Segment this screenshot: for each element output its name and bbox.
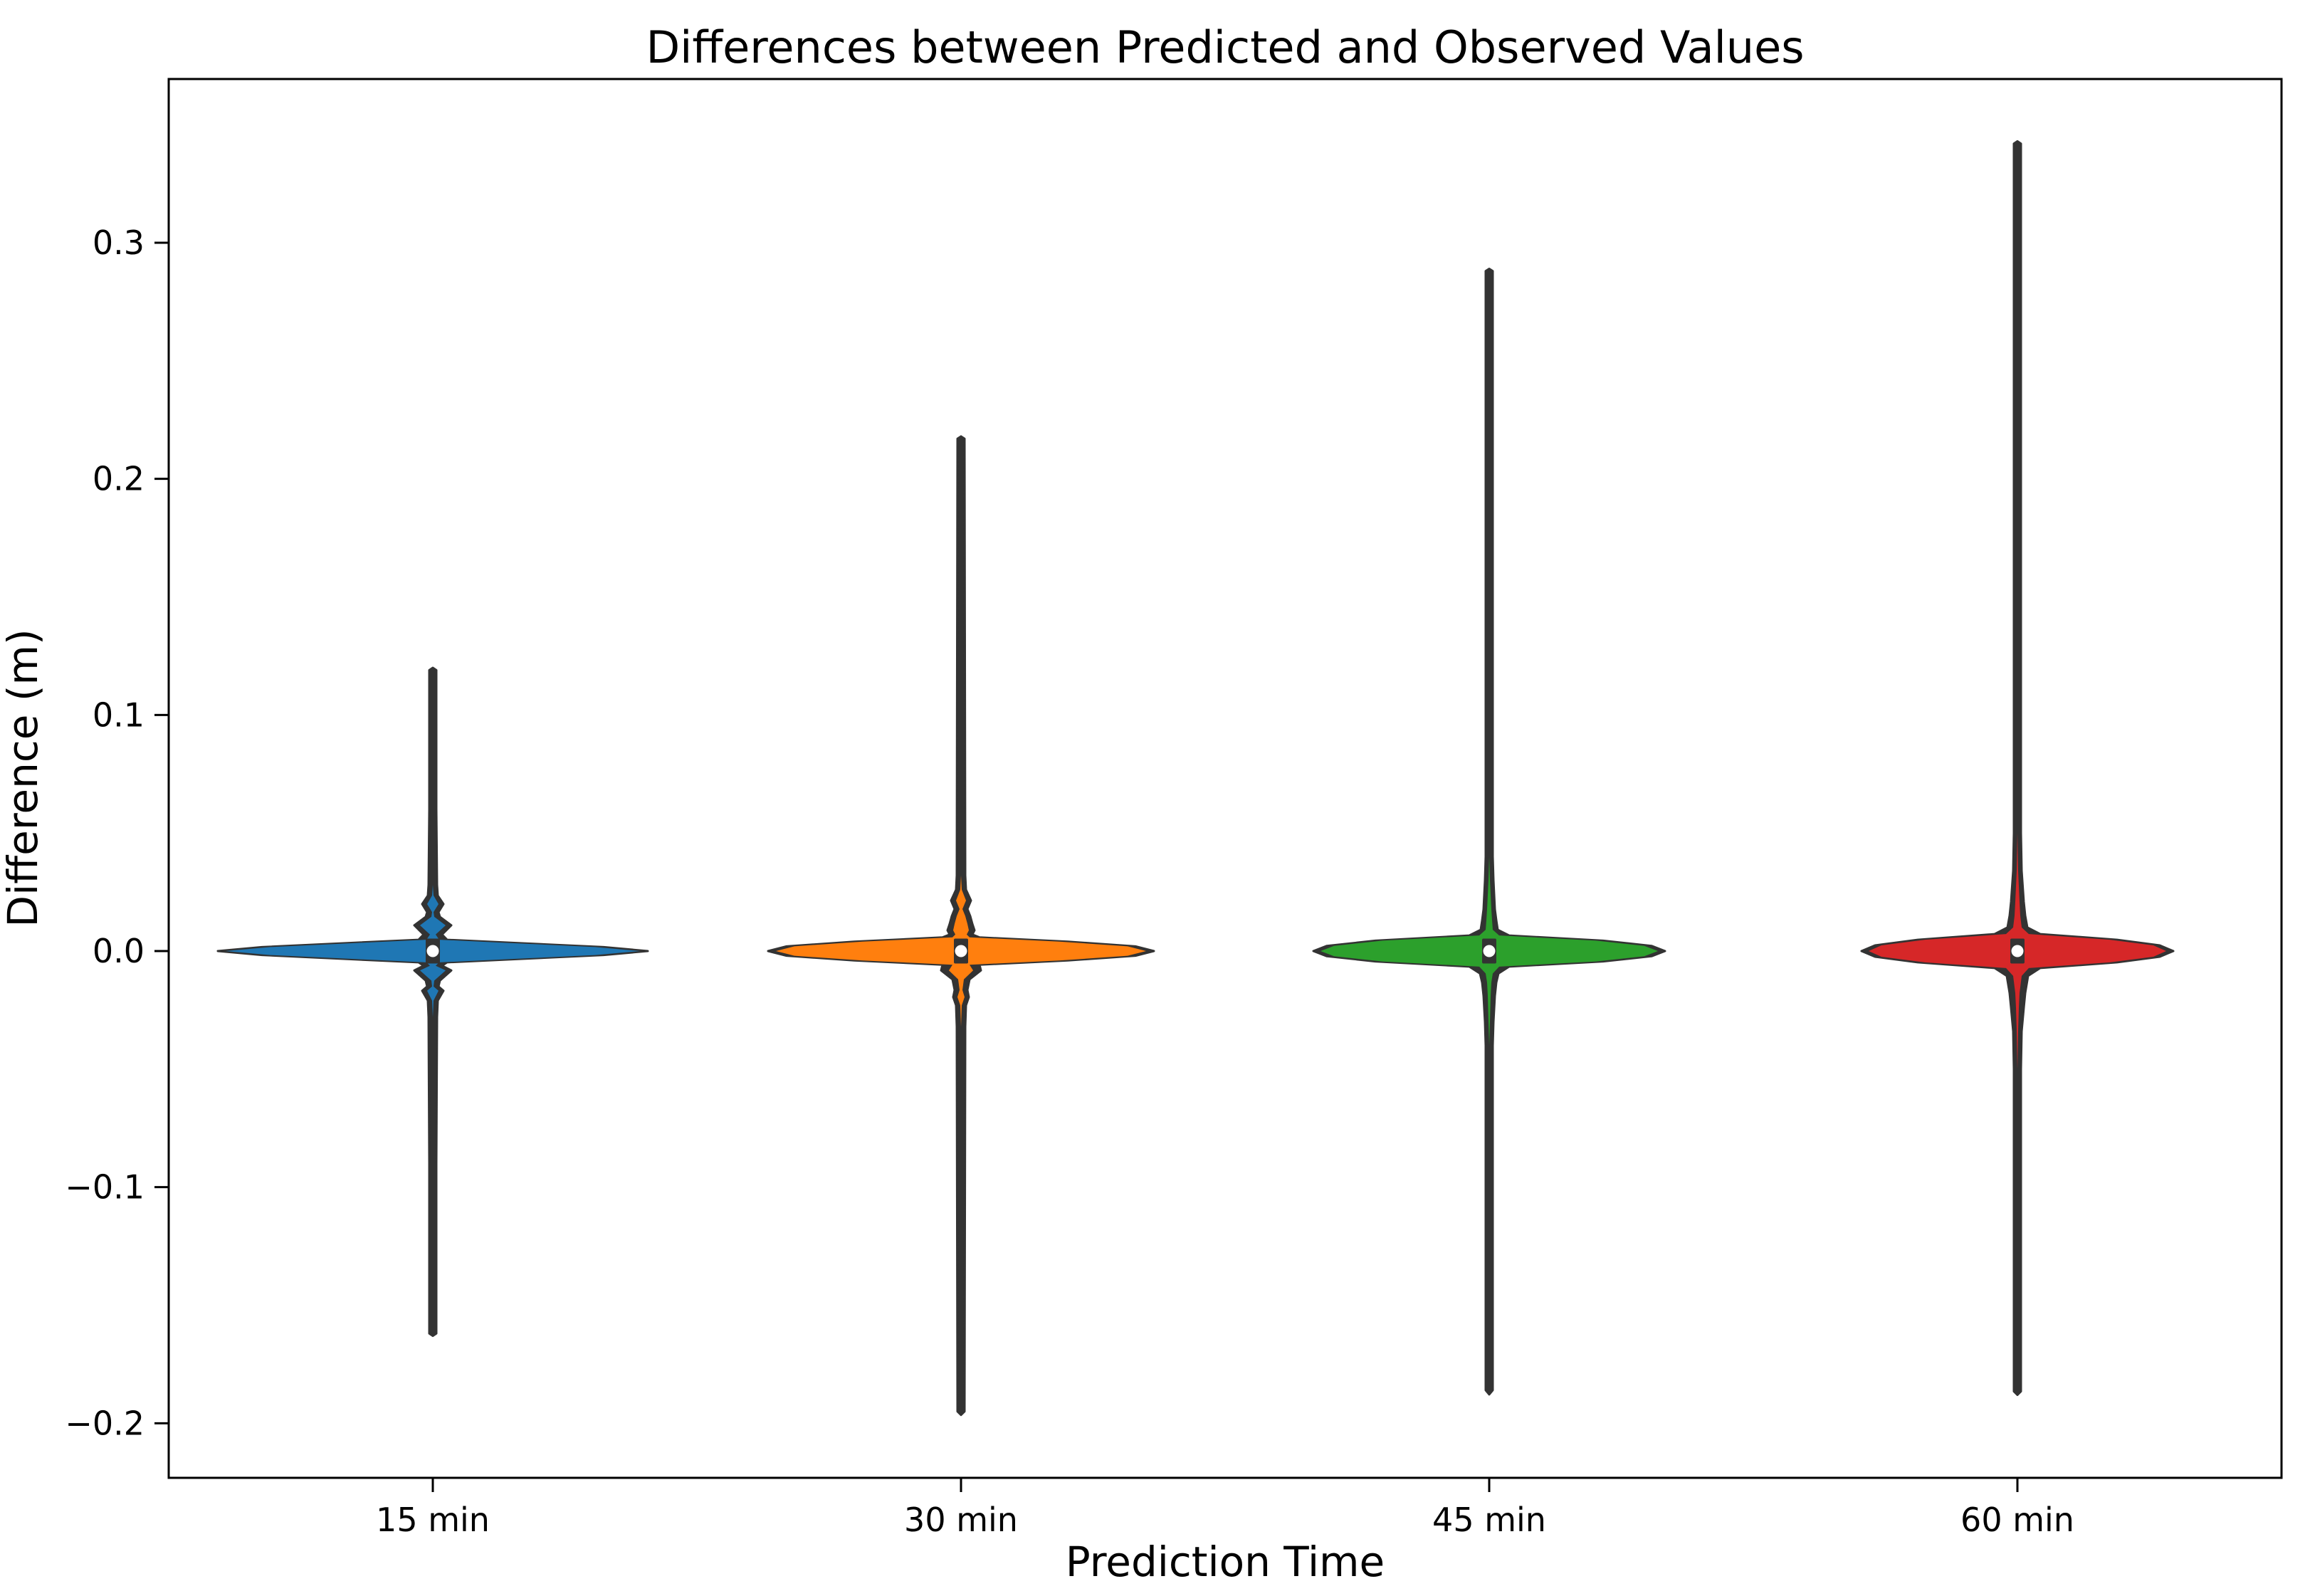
y-tick-label-−0.2: −0.2: [65, 1404, 145, 1442]
violin-45-min-outline: [1312, 267, 1666, 1396]
violin-30-min-fill: [776, 436, 1146, 1415]
axes-frame: [167, 78, 2283, 1479]
violin-15-min-median-dot: [426, 945, 439, 957]
violin-15-min: [216, 666, 649, 1338]
violin-45-min-median-dot: [1483, 945, 1496, 957]
y-tick-label-0.0: 0.0: [93, 932, 145, 970]
y-tick-label-0.2: 0.2: [93, 460, 145, 498]
violin-45-min: [1312, 267, 1666, 1396]
violin-30-min: [767, 435, 1155, 1417]
chart-title: Differences between Predicted and Observ…: [646, 21, 1804, 73]
violin-30-min-median-dot: [955, 945, 967, 957]
violin-60-min: [1860, 140, 2175, 1397]
x-tick-label-60-min: 60 min: [1960, 1501, 2074, 1539]
chart-content: 0.3 0.2 0.1 0.0 −0.1 −0.2 15 min 30 min 45 min 60…: [65, 140, 2175, 1539]
violin-15-min-fill: [226, 667, 640, 1336]
x-tick-label-15-min: 15 min: [376, 1501, 490, 1539]
x-tick-label-45-min: 45 min: [1432, 1501, 1546, 1539]
plot-area: [169, 79, 2282, 1478]
y-tick-label-0.1: 0.1: [93, 695, 145, 734]
y-tick-label-−0.1: −0.1: [65, 1168, 145, 1207]
y-axis-label: Difference (m): [0, 629, 47, 927]
x-axis-label: Prediction Time: [1066, 1538, 1385, 1586]
violin-60-min-median-dot: [2011, 945, 2024, 957]
y-tick-label-0.3: 0.3: [93, 224, 145, 262]
violin-60-min-outline: [1860, 140, 2175, 1397]
x-tick-label-30-min: 30 min: [904, 1501, 1018, 1539]
